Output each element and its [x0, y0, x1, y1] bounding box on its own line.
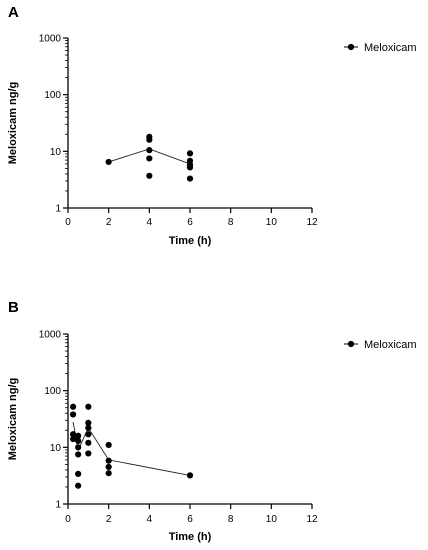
data-point	[75, 482, 82, 489]
data-point	[85, 419, 92, 426]
legend-marker	[347, 340, 355, 348]
data-point	[105, 441, 112, 449]
data-point	[85, 403, 92, 410]
data-point	[75, 470, 82, 477]
x-tick-label: 8	[228, 514, 234, 525]
legend-marker	[347, 43, 355, 51]
data-point	[69, 435, 77, 443]
x-tick-label: 12	[306, 514, 318, 525]
x-axis-title: Time (h)	[169, 235, 212, 247]
panel-letter-a: A	[8, 4, 19, 21]
data-point	[85, 450, 92, 457]
x-tick-label: 2	[106, 514, 112, 525]
data-point	[69, 431, 77, 438]
data-point	[75, 451, 82, 458]
data-point	[186, 150, 194, 157]
data-point	[75, 432, 82, 439]
x-axis-title: Time (h)	[169, 531, 212, 543]
data-point	[186, 164, 194, 171]
data-point	[186, 472, 194, 479]
y-tick-label: 100	[44, 386, 61, 397]
data-point	[85, 439, 92, 446]
y-axis-title: Meloxicam ng/g	[7, 82, 19, 165]
x-tick-label: 8	[228, 217, 234, 228]
series-mean-line	[72, 421, 191, 476]
y-tick-label: 1000	[39, 34, 62, 45]
y-tick-label: 100	[44, 90, 61, 101]
y-tick-label: 1000	[39, 330, 62, 341]
x-tick-label: 0	[65, 514, 71, 525]
panel-letter-b: B	[8, 299, 19, 316]
data-point	[105, 470, 112, 477]
y-tick-label: 10	[50, 443, 62, 454]
y-tick-label: 10	[50, 147, 62, 158]
y-tick-label: 1	[55, 500, 61, 511]
data-point	[75, 444, 82, 451]
legend-label: Meloxicam	[364, 42, 417, 54]
x-tick-label: 2	[106, 217, 112, 228]
data-point	[146, 147, 153, 154]
data-point	[75, 437, 82, 444]
legend-label: Meloxicam	[364, 339, 417, 351]
y-axis-title: Meloxicam ng/g	[7, 378, 19, 461]
x-tick-label: 10	[266, 217, 278, 228]
data-point	[105, 463, 112, 471]
data-point	[146, 172, 153, 179]
x-tick-label: 4	[147, 514, 153, 525]
data-point	[69, 411, 77, 418]
data-point	[146, 136, 153, 143]
x-tick-label: 4	[147, 217, 153, 228]
data-point	[146, 155, 153, 162]
data-point	[85, 424, 92, 432]
y-tick-label: 1	[55, 204, 61, 215]
x-tick-label: 6	[187, 514, 193, 525]
x-tick-label: 10	[266, 514, 278, 525]
x-tick-label: 12	[306, 217, 318, 228]
data-point	[186, 175, 194, 182]
x-tick-label: 0	[65, 217, 71, 228]
x-tick-label: 6	[187, 217, 193, 228]
data-point	[69, 403, 77, 410]
data-point	[105, 158, 112, 166]
data-point	[85, 431, 92, 438]
data-point	[105, 457, 112, 464]
